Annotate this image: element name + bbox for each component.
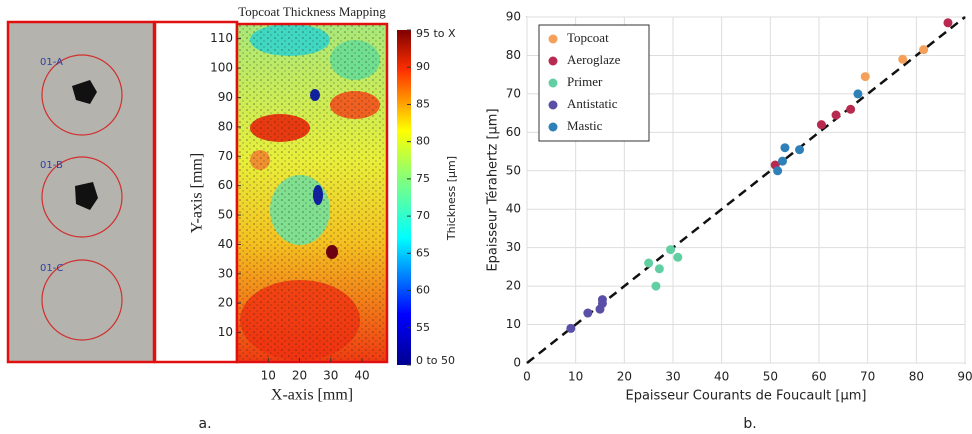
ring: [41, 259, 123, 341]
legend-marker: [548, 34, 558, 44]
point: [898, 54, 908, 64]
point: [597, 295, 607, 305]
y-tick-label: 80: [506, 48, 521, 62]
x-tick-label: 10: [568, 370, 583, 384]
point: [566, 323, 576, 333]
x-tick-label: 40: [714, 370, 729, 384]
x-tick-label: 60: [811, 370, 826, 384]
point: [673, 252, 683, 262]
blank-panel: [153, 20, 239, 364]
defect: [72, 80, 97, 104]
legend-marker: [548, 78, 558, 88]
x-tick-label: 40: [354, 369, 369, 383]
photo-label: 01-B: [40, 160, 63, 171]
legend-label: Primer: [567, 74, 603, 89]
point: [853, 89, 863, 99]
point: [846, 104, 856, 114]
y-tick-label: 20: [218, 296, 233, 310]
x-tick-label: 50: [763, 370, 778, 384]
y-tick-label: 50: [506, 163, 521, 177]
colorbar-tick-label: 85: [416, 97, 430, 110]
point: [919, 45, 929, 55]
x-tick-label: 20: [617, 370, 632, 384]
y-tick-label: 60: [506, 125, 521, 139]
colorbar-tick-label: 55: [416, 321, 430, 334]
y-tick-label: 90: [218, 90, 233, 104]
x-tick-label: 30: [665, 370, 680, 384]
point: [831, 110, 841, 120]
y-axis-label: Epaisseur Térahertz [µm]: [486, 108, 501, 271]
panel-label: a.: [198, 416, 211, 432]
y-tick-label: 40: [506, 202, 521, 216]
point: [666, 245, 676, 255]
y-tick-label: 80: [218, 119, 233, 133]
legend-label: Antistatic: [567, 96, 618, 111]
legend-marker: [548, 100, 558, 110]
y-tick-label: 60: [218, 178, 233, 192]
legend-marker: [548, 56, 558, 66]
ring: [41, 156, 123, 238]
colorbar-tick-label: 90: [416, 60, 430, 73]
y-tick-label: 20: [506, 279, 521, 293]
y-tick-label: 100: [210, 61, 233, 75]
x-tick-label: 20: [292, 369, 307, 383]
y-tick-label: 40: [218, 237, 233, 251]
colorbar-tick-label: 75: [416, 172, 430, 185]
x-tick-label: 30: [323, 369, 338, 383]
y-tick-label: 110: [210, 31, 233, 45]
point: [943, 18, 953, 28]
y-axis-label: Y-axis [mm]: [189, 153, 206, 233]
point: [778, 156, 787, 166]
point: [654, 264, 664, 274]
y-tick-label: 70: [506, 86, 521, 100]
colorbar: [397, 30, 411, 365]
point: [644, 258, 654, 268]
point: [816, 120, 826, 130]
legend-label: Mastic: [567, 118, 603, 133]
point: [773, 166, 783, 176]
x-tick-label: 80: [909, 370, 924, 384]
y-tick-label: 70: [218, 149, 233, 163]
chart-title: Topcoat Thickness Mapping: [238, 4, 386, 19]
colorbar-tick-label: 80: [416, 135, 430, 148]
heatmap-image: [235, 22, 389, 364]
x-tick-label: 10: [261, 369, 276, 383]
defect: [75, 182, 98, 210]
y-tick-label: 10: [506, 317, 521, 331]
y-tick-label: 0: [513, 356, 521, 370]
legend-marker: [548, 122, 558, 132]
x-tick-label: 0: [523, 370, 531, 384]
x-tick-label: 90: [957, 370, 972, 384]
x-axis-label: Epaisseur Courants de Foucault [µm]: [626, 389, 867, 404]
x-tick-label: 70: [860, 370, 875, 384]
photo-label: 01-C: [40, 263, 63, 274]
colorbar-tick-label: 65: [416, 246, 430, 259]
y-tick-label: 50: [218, 208, 233, 222]
panel-label: b.: [743, 416, 756, 432]
y-tick-label: 30: [506, 240, 521, 254]
colorbar-tick-label: 70: [416, 209, 430, 222]
legend-label: Topcoat: [567, 30, 609, 45]
colorbar-tick-label: 60: [416, 284, 430, 297]
point: [583, 308, 593, 318]
colorbar-tick-label: 95 to X: [416, 27, 456, 40]
photo-label: 01-A: [40, 57, 63, 68]
point: [780, 143, 790, 153]
y-tick-label: 30: [218, 266, 233, 280]
point: [860, 72, 870, 82]
y-tick-label: 90: [506, 10, 521, 24]
y-tick-label: 10: [218, 325, 233, 339]
point: [651, 281, 661, 291]
x-axis-label: X-axis [mm]: [271, 387, 353, 404]
colorbar-tick-label: 0 to 50: [416, 354, 455, 367]
ring: [41, 54, 123, 136]
legend-label: Aeroglaze: [567, 52, 621, 67]
colorbar-label: Thickness [µm]: [445, 156, 458, 241]
point: [795, 145, 805, 155]
